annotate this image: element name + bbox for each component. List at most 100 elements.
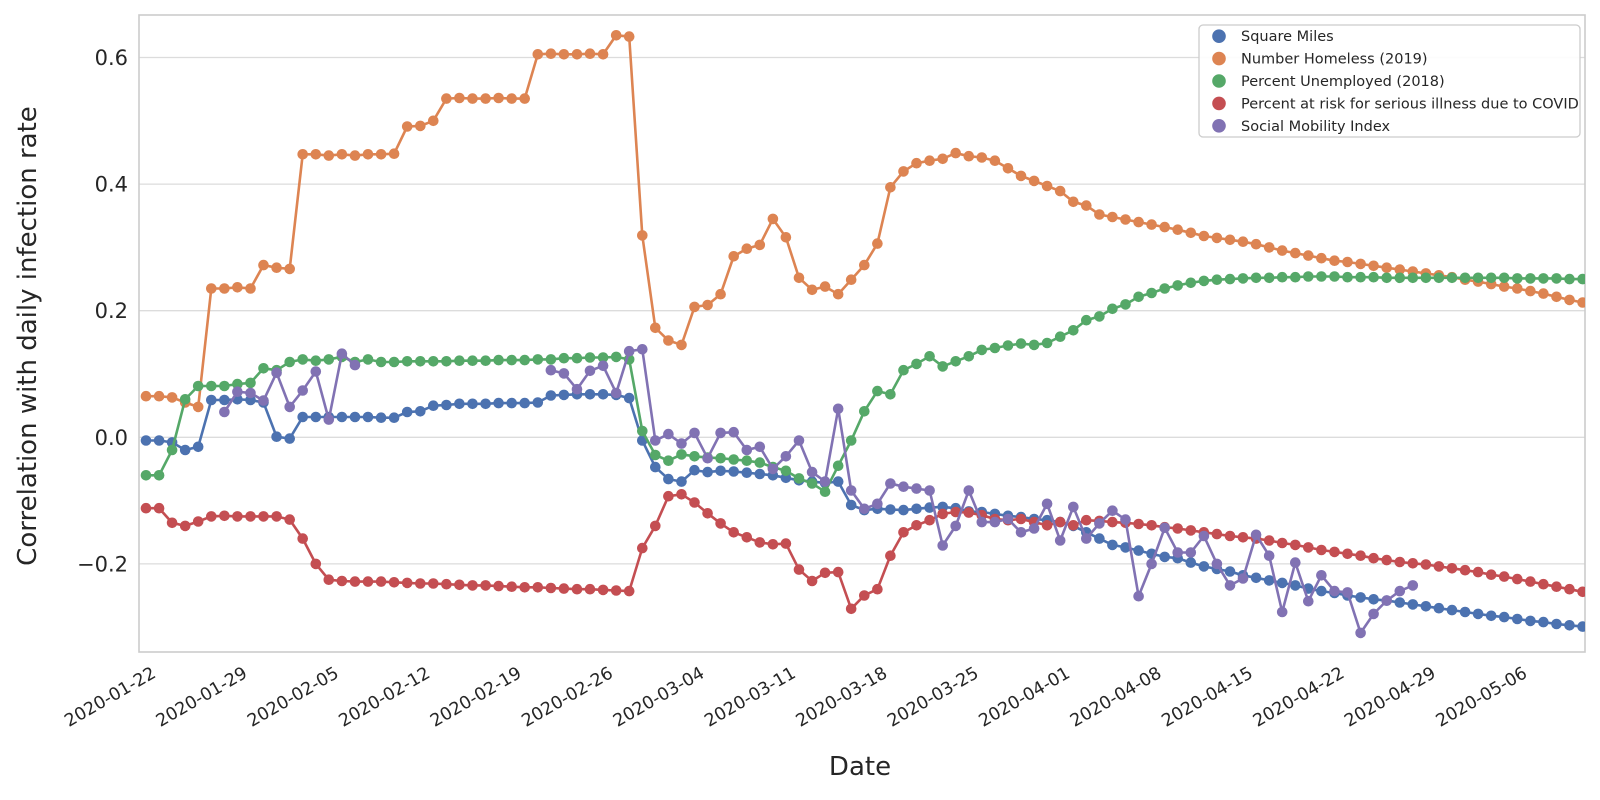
- data-point-number-homeless-2019: [1316, 252, 1327, 264]
- data-point-social-mobility-index: [963, 485, 975, 496]
- data-point-percent-at-risk-for-serious-illness-due-to-covid: [793, 564, 805, 575]
- data-point-number-homeless-2019: [898, 166, 909, 177]
- data-point-number-homeless-2019: [937, 153, 948, 165]
- legend-marker-4: [1212, 96, 1226, 111]
- data-point-number-homeless-2019: [845, 274, 857, 286]
- data-point-number-homeless-2019: [1107, 211, 1118, 223]
- data-point-percent-at-risk-for-serious-illness-due-to-covid: [441, 578, 452, 590]
- data-point-percent-at-risk-for-serious-illness-due-to-covid: [728, 527, 739, 538]
- data-point-social-mobility-index: [571, 383, 583, 395]
- data-point-number-homeless-2019: [741, 243, 753, 254]
- data-point-square-miles: [1433, 602, 1445, 614]
- data-point-percent-unemployed-2018: [780, 465, 792, 477]
- data-point-percent-unemployed-2018: [1133, 291, 1144, 303]
- data-point-social-mobility-index: [1041, 498, 1053, 510]
- data-point-percent-unemployed-2018: [545, 354, 557, 365]
- data-point-number-homeless-2019: [793, 272, 805, 284]
- data-point-percent-unemployed-2018: [650, 449, 661, 461]
- data-point-social-mobility-index: [1263, 550, 1275, 561]
- data-point-percent-unemployed-2018: [1107, 303, 1118, 315]
- data-point-number-homeless-2019: [1146, 219, 1157, 230]
- legend-label: Social Mobility Index: [1241, 119, 1390, 135]
- data-point-square-miles: [415, 406, 426, 417]
- x-tick-label: 2020-03-25: [884, 663, 982, 731]
- data-point-social-mobility-index: [1394, 585, 1406, 597]
- data-point-number-homeless-2019: [415, 120, 426, 132]
- data-point-square-miles: [1525, 615, 1536, 627]
- data-point-percent-unemployed-2018: [1172, 280, 1183, 291]
- data-point-social-mobility-index: [859, 503, 870, 515]
- data-point-square-miles: [1420, 601, 1432, 612]
- data-point-percent-at-risk-for-serious-illness-due-to-covid: [153, 502, 165, 514]
- data-point-percent-at-risk-for-serious-illness-due-to-covid: [1054, 516, 1066, 528]
- data-point-percent-at-risk-for-serious-illness-due-to-covid: [754, 537, 766, 548]
- data-point-percent-at-risk-for-serious-illness-due-to-covid: [1329, 546, 1340, 558]
- data-point-number-homeless-2019: [1081, 200, 1092, 211]
- data-point-percent-unemployed-2018: [715, 452, 726, 464]
- data-point-number-homeless-2019: [297, 149, 309, 160]
- legend-marker-2: [1212, 51, 1226, 66]
- data-point-square-miles: [310, 411, 322, 423]
- data-point-number-homeless-2019: [140, 390, 152, 402]
- data-point-social-mobility-index: [702, 452, 713, 464]
- data-point-social-mobility-index: [271, 367, 282, 379]
- data-point-square-miles: [663, 473, 674, 485]
- data-point-square-miles: [532, 397, 544, 408]
- data-point-social-mobility-index: [258, 395, 269, 406]
- data-point-social-mobility-index: [767, 463, 779, 475]
- data-point-social-mobility-index: [1381, 595, 1392, 606]
- data-point-percent-unemployed-2018: [166, 444, 178, 456]
- axes-frame: [138, 14, 1586, 653]
- data-point-square-miles: [192, 441, 204, 453]
- data-point-social-mobility-index: [741, 444, 753, 456]
- data-point-social-mobility-index: [676, 438, 687, 449]
- data-point-number-homeless-2019: [767, 213, 779, 225]
- data-point-percent-at-risk-for-serious-illness-due-to-covid: [898, 527, 909, 538]
- data-point-social-mobility-index: [989, 516, 1001, 528]
- data-point-number-homeless-2019: [192, 401, 204, 413]
- data-point-percent-unemployed-2018: [153, 470, 165, 481]
- data-point-percent-unemployed-2018: [1342, 271, 1353, 283]
- data-point-number-homeless-2019: [832, 288, 844, 300]
- data-point-percent-at-risk-for-serious-illness-due-to-covid: [741, 532, 753, 543]
- data-point-percent-at-risk-for-serious-illness-due-to-covid: [1485, 569, 1497, 580]
- data-point-square-miles: [1512, 613, 1523, 625]
- data-point-percent-unemployed-2018: [728, 454, 739, 465]
- data-point-percent-unemployed-2018: [1146, 287, 1157, 299]
- data-point-social-mobility-index: [872, 498, 883, 510]
- data-point-number-homeless-2019: [401, 121, 413, 132]
- data-point-percent-unemployed-2018: [1015, 338, 1027, 349]
- data-point-number-homeless-2019: [1512, 283, 1523, 294]
- data-point-number-homeless-2019: [558, 49, 570, 60]
- data-point-square-miles: [1198, 561, 1210, 572]
- data-point-social-mobility-index: [845, 485, 857, 496]
- data-point-social-mobility-index: [1054, 535, 1066, 546]
- data-point-percent-at-risk-for-serious-illness-due-to-covid: [192, 516, 204, 527]
- data-point-percent-at-risk-for-serious-illness-due-to-covid: [872, 583, 883, 595]
- data-point-percent-unemployed-2018: [258, 363, 269, 374]
- data-point-percent-at-risk-for-serious-illness-due-to-covid: [1446, 563, 1458, 574]
- data-point-percent-at-risk-for-serious-illness-due-to-covid: [924, 514, 935, 526]
- data-point-percent-at-risk-for-serious-illness-due-to-covid: [1081, 514, 1092, 526]
- data-point-percent-at-risk-for-serious-illness-due-to-covid: [362, 576, 374, 587]
- data-point-social-mobility-index: [545, 364, 557, 376]
- data-point-percent-unemployed-2018: [1068, 325, 1079, 336]
- data-point-percent-at-risk-for-serious-illness-due-to-covid: [349, 576, 361, 587]
- data-point-social-mobility-index: [219, 406, 230, 418]
- data-point-percent-at-risk-for-serious-illness-due-to-covid: [767, 539, 779, 550]
- data-point-percent-unemployed-2018: [388, 356, 400, 368]
- x-tick-label: 2020-05-06: [1433, 663, 1531, 731]
- data-point-social-mobility-index: [623, 345, 635, 357]
- data-point-percent-at-risk-for-serious-illness-due-to-covid: [859, 590, 870, 601]
- data-point-square-miles: [715, 465, 726, 477]
- data-point-social-mobility-index: [1133, 590, 1144, 602]
- data-point-square-miles: [1577, 621, 1585, 632]
- data-point-percent-unemployed-2018: [532, 354, 544, 365]
- data-point-percent-at-risk-for-serious-illness-due-to-covid: [1224, 530, 1236, 542]
- data-point-square-miles: [454, 398, 465, 410]
- legend-marker-1: [1212, 29, 1226, 43]
- data-point-number-homeless-2019: [1329, 255, 1340, 266]
- data-point-social-mobility-index: [976, 516, 988, 528]
- data-point-social-mobility-index: [232, 386, 243, 398]
- data-point-social-mobility-index: [832, 403, 844, 415]
